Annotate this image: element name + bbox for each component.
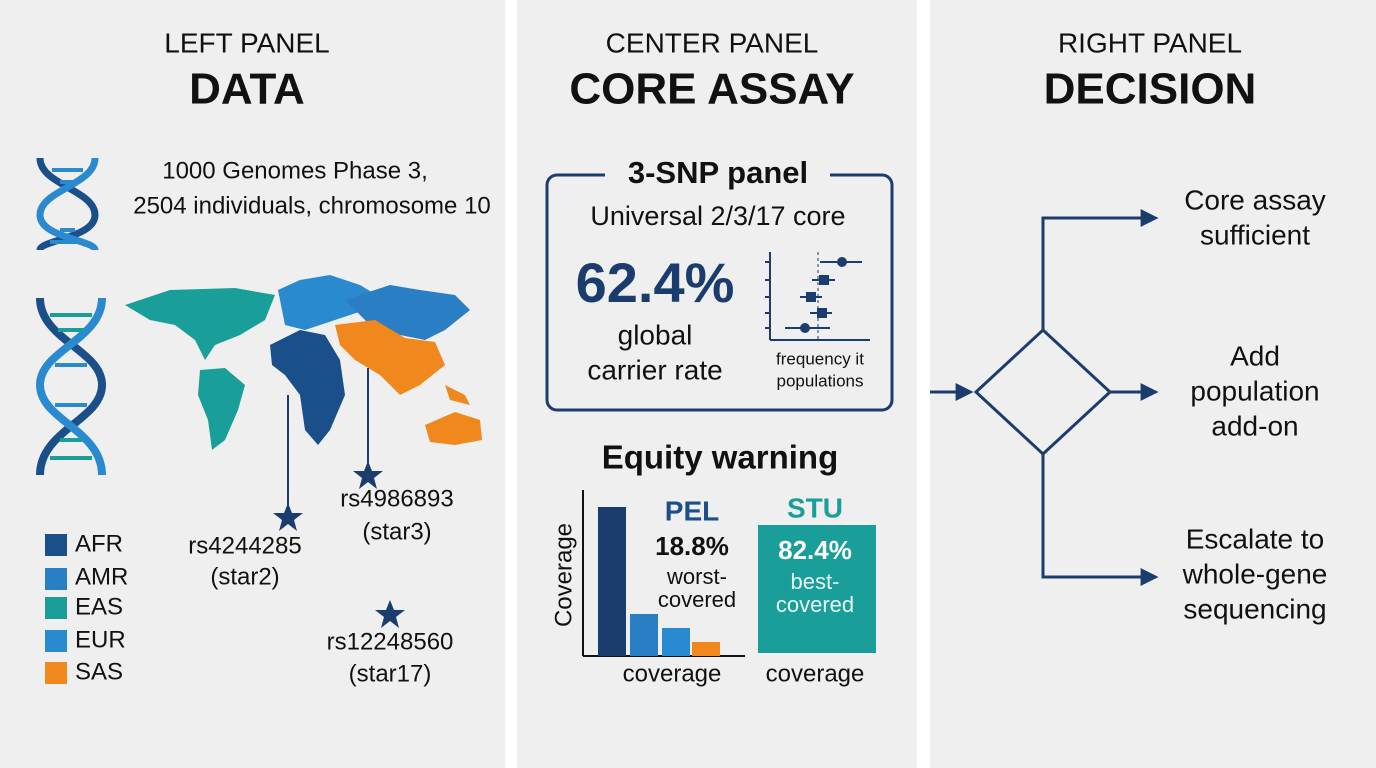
star [375,600,405,628]
legend-swatch [45,568,67,590]
snp-allele: (star2) [210,563,279,590]
coverage-bars [582,490,745,657]
rate-caption: global [618,319,693,350]
y-axis-label: Coverage [550,523,577,627]
panel-title: CORE ASSAY [569,65,854,114]
plot-caption: populations [777,371,864,390]
legend-label: AMR [75,563,128,590]
outcome-text: sequencing [1183,593,1326,624]
outcome-text: Core assay [1184,184,1326,215]
axis-caption: coverage [623,660,722,687]
panel-label: CENTER PANEL [606,27,819,58]
outcome-text: Escalate to [1186,523,1325,554]
legend-swatch [45,630,67,652]
legend-label: SAS [75,658,123,685]
outcome-text: add-on [1211,410,1298,441]
snp-allele: (star3) [362,518,431,545]
snp-id: rs4986893 [340,485,453,512]
dna-icon [35,297,107,476]
outcome-text: sufficient [1200,219,1310,250]
plot-caption: frequency it [776,349,864,368]
legend-swatch [45,662,67,684]
best-caption: covered [776,592,854,617]
outcome-text: whole-gene [1182,558,1328,589]
legend-label: EUR [75,626,126,653]
worst-population: PEL [665,495,719,526]
dna-icon [36,157,99,252]
carrier-rate: 62.4% [576,251,735,314]
panel-title: DECISION [1044,65,1257,114]
star [353,461,383,489]
snp-id: rs4244285 [188,532,301,559]
best-caption: best- [791,569,840,594]
axis-caption: coverage [766,660,865,687]
legend-swatch [45,534,67,556]
card-subtitle: Universal 2/3/17 core [590,201,845,231]
star [273,503,303,531]
legend-label: EAS [75,593,123,620]
worst-value: 18.8% [655,531,729,561]
panel-title: DATA [189,65,305,114]
snp-allele: (star17) [349,660,432,687]
forest-plot [765,252,870,341]
worst-caption: worst- [666,564,727,589]
source-line: 2504 individuals, chromosome 10 [133,192,491,219]
legend: AFR AMR EAS EUR SAS [45,530,128,685]
worst-caption: covered [658,587,736,612]
world-map [125,275,482,450]
best-population: STU [787,492,843,523]
outcome-text: population [1190,375,1319,406]
legend-swatch [45,597,67,619]
decision-flow [930,209,1159,586]
snp-id: rs12248560 [327,628,454,655]
legend-label: AFR [75,530,123,557]
panel-label: RIGHT PANEL [1058,27,1242,58]
equity-title: Equity warning [602,439,839,476]
card-title-bg [605,158,830,192]
card-title: 3-SNP panel [628,155,808,190]
source-line: 1000 Genomes Phase 3, [162,157,428,184]
best-value: 82.4% [778,535,852,565]
outcome-text: Add [1230,340,1280,371]
best-box [758,525,876,653]
panel-label: LEFT PANEL [164,27,329,58]
rate-caption: carrier rate [587,354,722,385]
